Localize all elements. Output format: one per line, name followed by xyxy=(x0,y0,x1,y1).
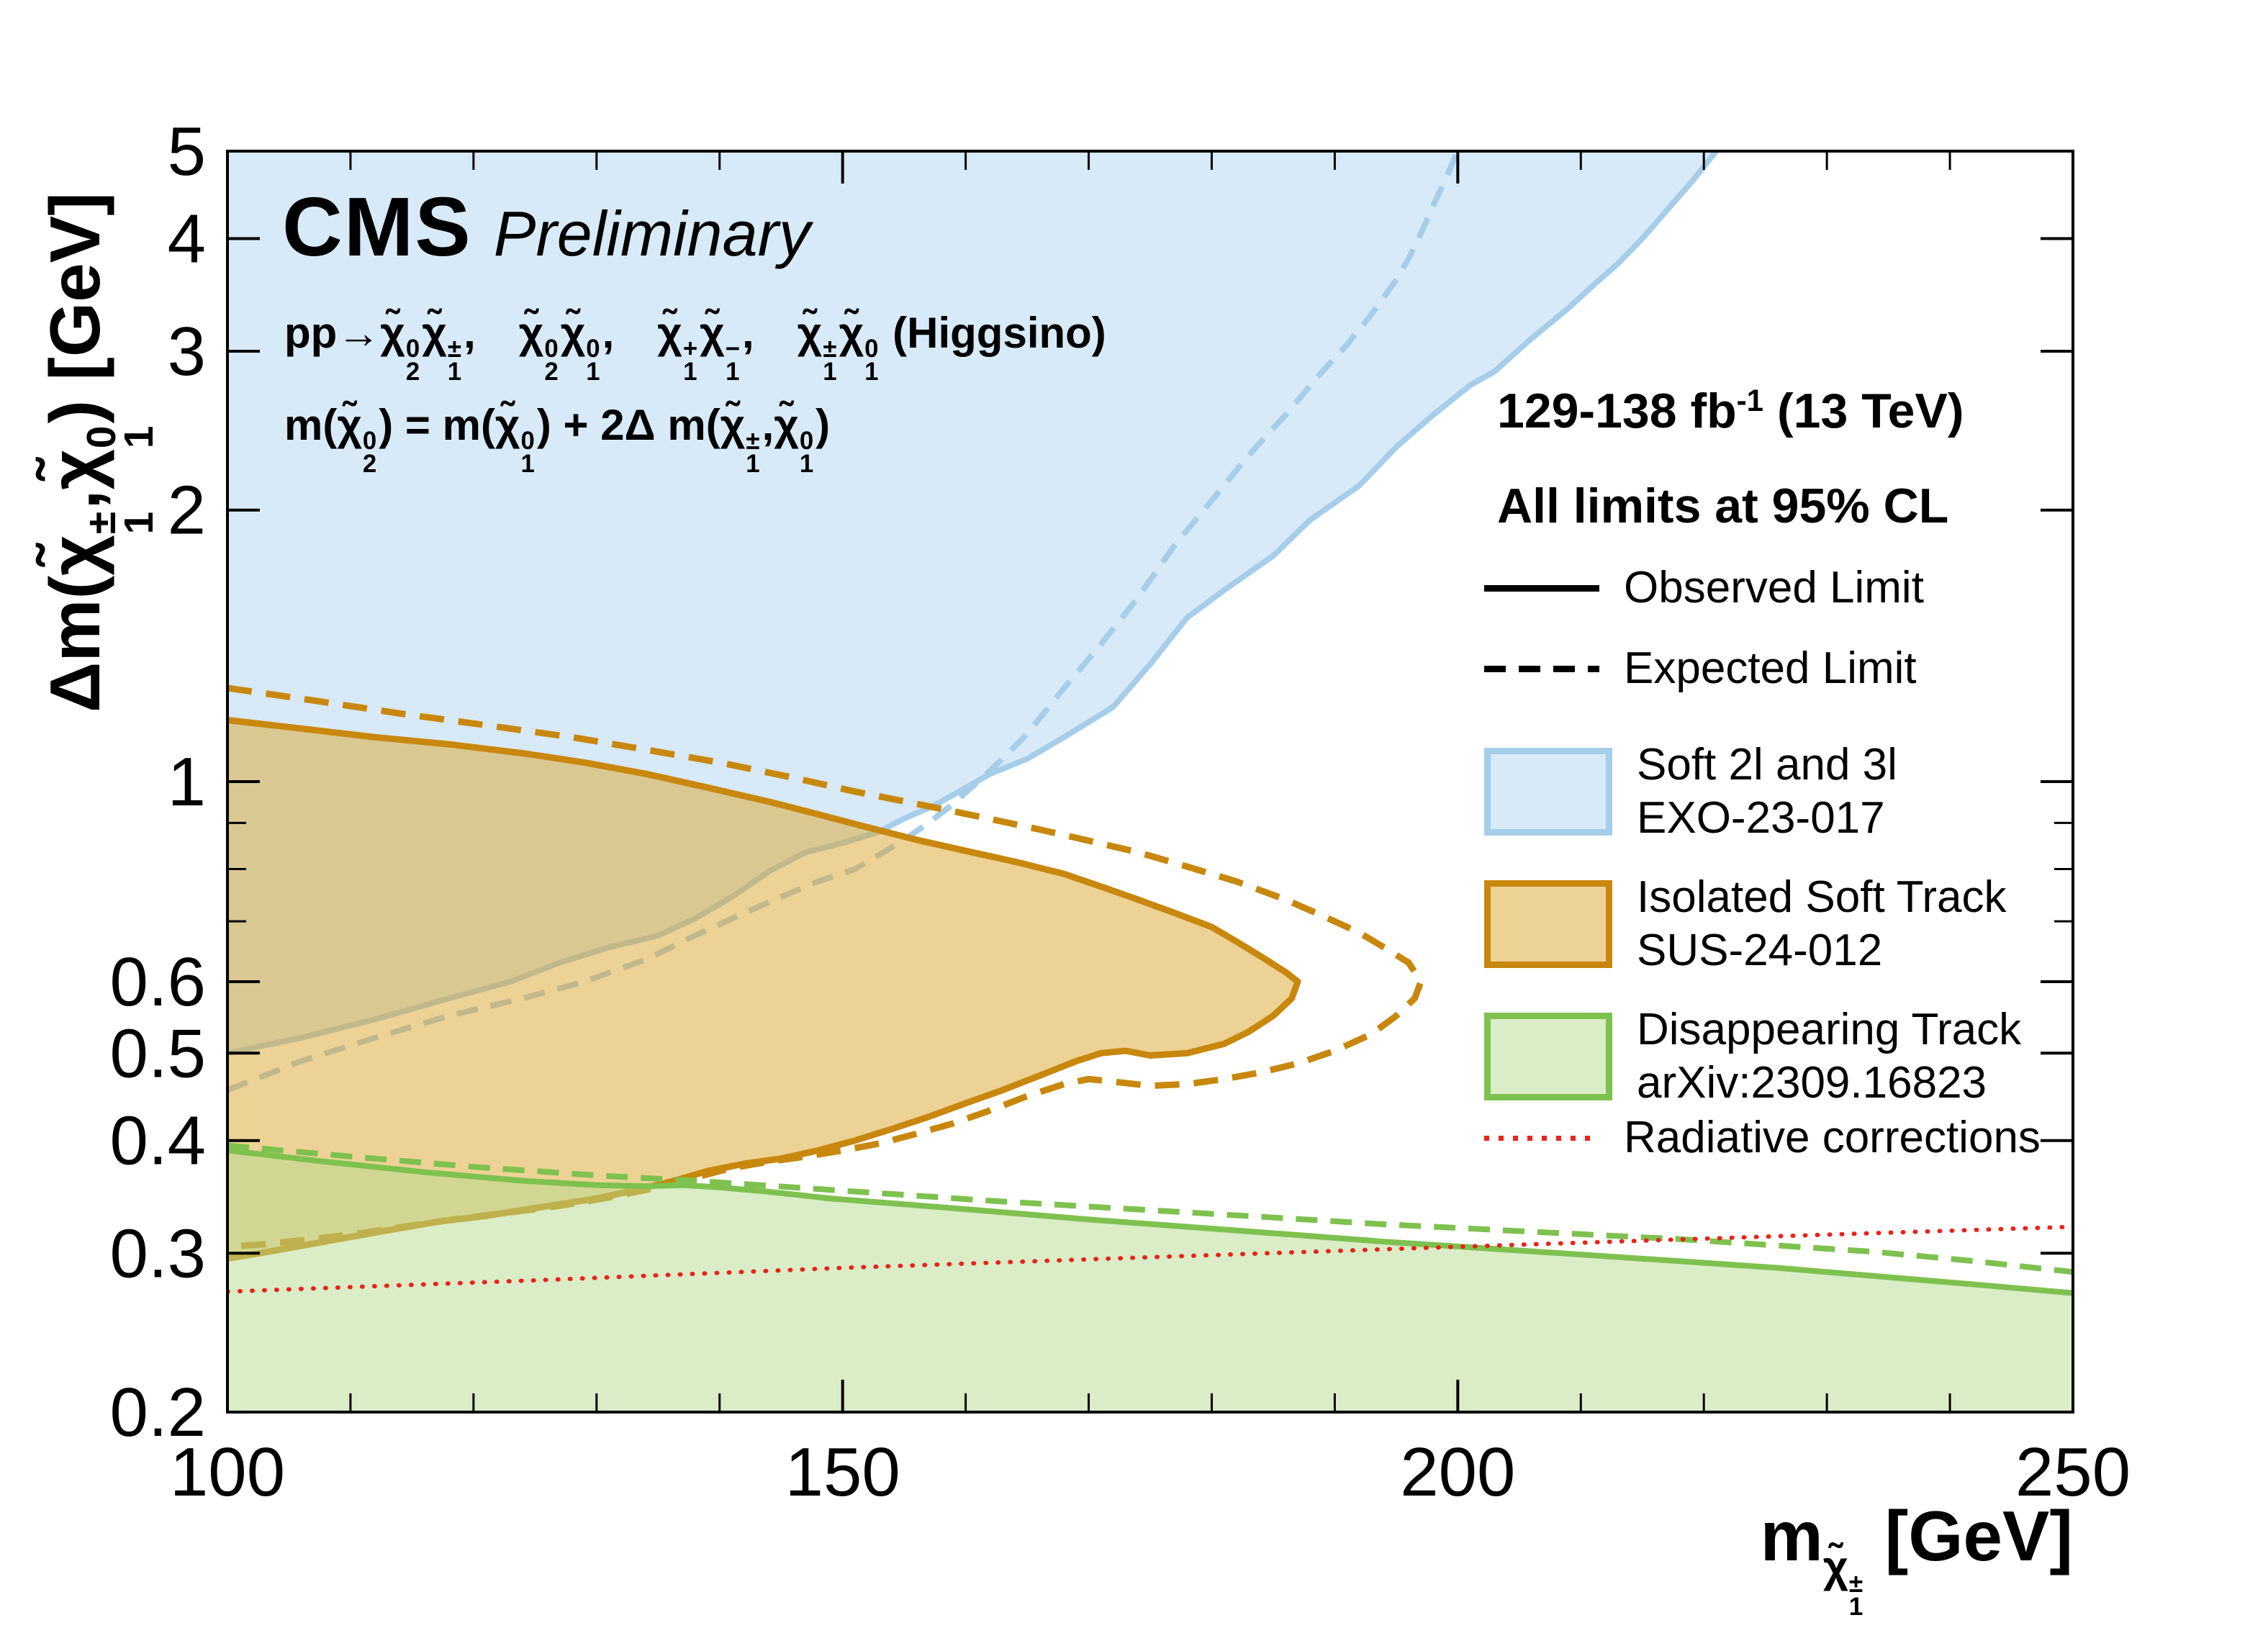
observed-line-swatch xyxy=(1484,584,1599,592)
x-tick-label: 200 xyxy=(1400,1434,1515,1511)
y-tick-label: 2 xyxy=(168,472,206,549)
isolated-soft-track-label: Isolated Soft Track SUS-24-012 xyxy=(1637,871,2006,977)
y-tick-label: 0.5 xyxy=(110,1015,206,1092)
observed-label: Observed Limit xyxy=(1624,563,1924,612)
y-tick-label: 4 xyxy=(168,200,206,277)
legend-row-soft-2l-3l: Soft 2l and 3l EXO-23-017 xyxy=(1484,738,1897,845)
confidence-level-label: All limits at 95% CL xyxy=(1497,479,1949,533)
curves-layer xyxy=(227,151,2073,1412)
radiative-label: Radiative corrections xyxy=(1624,1113,2041,1162)
y-tick-label: 0.4 xyxy=(110,1103,206,1180)
legend-row-disappearing-track: Disappearing Track arXiv:2309.16823 xyxy=(1484,1003,2021,1110)
isolated-soft-track-label-line1: Isolated Soft Track xyxy=(1637,872,2007,922)
x-tick-label: 250 xyxy=(2015,1434,2131,1511)
legend-row-observed: Observed Limit xyxy=(1484,562,1924,614)
y-tick-label: 3 xyxy=(168,313,206,390)
disappearing-track-observed-region xyxy=(227,1150,2073,1412)
disappearing-track-swatch xyxy=(1484,1013,1612,1100)
legend-row-expected: Expected Limit xyxy=(1484,643,1917,695)
plot-frame xyxy=(226,150,2074,1414)
y-tick-label: 1 xyxy=(168,743,206,820)
expected-label: Expected Limit xyxy=(1624,643,1917,693)
soft-2l-3l-label-line2: EXO-23-017 xyxy=(1637,793,1885,843)
x-tick-label: 100 xyxy=(170,1434,285,1511)
y-tick-label: 0.2 xyxy=(110,1374,206,1451)
legend-row-isolated-soft-track: Isolated Soft Track SUS-24-012 xyxy=(1484,871,2006,977)
mass-relation-annotation: m(χ̃ 0 2) = m(χ̃ 0 1) + 2Δ m(χ̃ ±1 ,χ̃ 0 1) xyxy=(284,401,831,479)
y-tick-label: 0.3 xyxy=(110,1215,206,1292)
header-row: CMS Preliminary xyxy=(282,178,810,275)
legend-row-radiative: Radiative corrections xyxy=(1484,1112,2041,1164)
soft-2l-3l-label: Soft 2l and 3l EXO-23-017 xyxy=(1637,738,1897,845)
soft-2l-3l-label-line1: Soft 2l and 3l xyxy=(1637,740,1897,790)
disappearing-track-observed-line xyxy=(227,1147,2073,1296)
axes-layer: 100 150 200 250 5 4 3 2 1 0.60.5 0.4 0.3 0.2 xyxy=(110,113,2131,1511)
radiative-line-swatch xyxy=(1484,1135,1599,1141)
radiative-corrections-line xyxy=(227,1224,2073,1294)
y-tick-label: 5 xyxy=(168,113,206,190)
luminosity-label: 129-138 fb-1 (13 TeV) xyxy=(1497,383,1964,438)
cms-label: CMS xyxy=(282,180,472,273)
isolated-soft-track-label-line2: SUS-24-012 xyxy=(1637,926,1883,975)
preliminary-label: Preliminary xyxy=(493,198,810,269)
x-tick-label: 150 xyxy=(785,1434,900,1511)
y-axis-title: Δm(χ̃ ±1 ,χ̃ 0 1) [GeV] xyxy=(35,192,162,713)
disappearing-track-label-line1: Disappearing Track xyxy=(1637,1005,2022,1054)
soft-2l-3l-swatch xyxy=(1484,748,1612,836)
process-annotation: pp→χ̃ 0 2 χ̃ ±1, χ̃ 0 2 χ̃ 0 1, χ̃ +1 χ̃ −1, χ̃ ±1 χ̃ 0… xyxy=(284,309,1106,386)
disappearing-track-label: Disappearing Track arXiv:2309.16823 xyxy=(1637,1003,2021,1110)
x-axis-title: mχ̃ ±1 [GeV] xyxy=(1760,1496,2073,1622)
isolated-soft-track-observed-region xyxy=(227,720,1298,1259)
expected-line-swatch xyxy=(1484,665,1599,672)
isolated-soft-track-swatch xyxy=(1484,880,1612,968)
y-tick-label: 0.6 xyxy=(110,944,206,1021)
disappearing-track-label-line2: arXiv:2309.16823 xyxy=(1637,1058,1987,1108)
